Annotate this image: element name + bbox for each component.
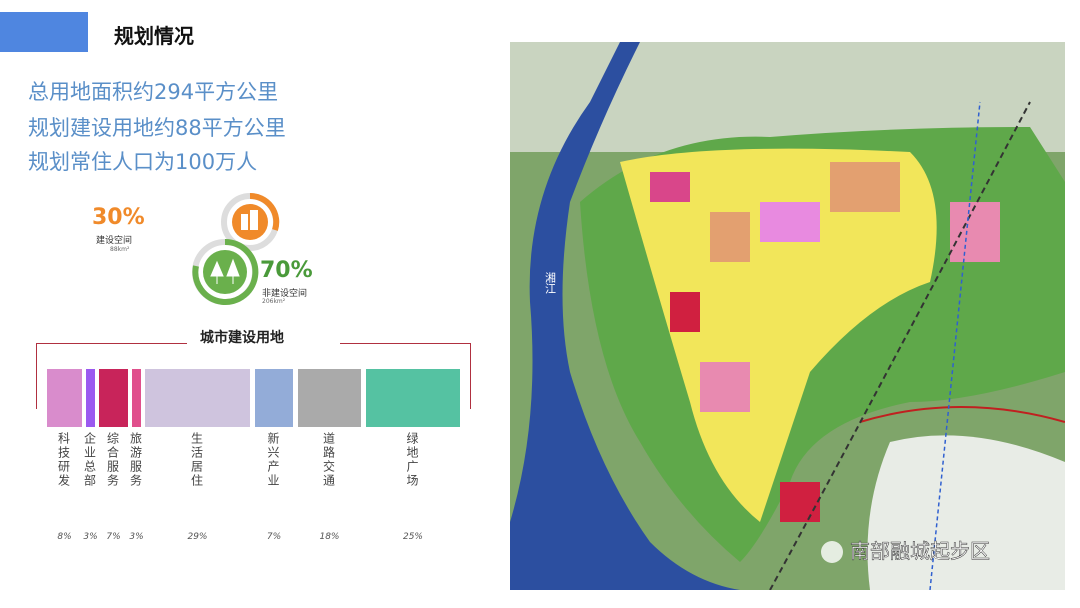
block bbox=[780, 482, 820, 522]
header-title: 规划情况 bbox=[114, 24, 194, 48]
segment-label: 科技研发 bbox=[56, 432, 71, 488]
river bbox=[510, 42, 740, 590]
segment-percent: 8% bbox=[57, 532, 72, 542]
road bbox=[859, 406, 1065, 423]
segment-label: 生活居住 bbox=[189, 432, 204, 488]
railway bbox=[929, 101, 981, 590]
icon-bg bbox=[203, 250, 247, 294]
block bbox=[670, 292, 700, 332]
segment-label: 道路交通 bbox=[321, 432, 336, 488]
spacer bbox=[186, 343, 340, 345]
logo bbox=[821, 541, 843, 563]
block bbox=[710, 212, 750, 262]
segment-percent: 25% bbox=[402, 532, 423, 542]
bar-segment bbox=[47, 369, 82, 427]
stat: 总用地面积约294平方公里 bbox=[28, 80, 279, 104]
segment-label: 旅游服务 bbox=[128, 432, 143, 488]
icon bbox=[210, 258, 240, 284]
river-label: 湘江 bbox=[544, 271, 557, 294]
header-box bbox=[0, 12, 88, 52]
segment-percent: 3% bbox=[129, 532, 144, 542]
block bbox=[950, 202, 1000, 262]
bar-segment bbox=[132, 369, 141, 427]
space-graphic bbox=[192, 192, 280, 305]
watermark: 南部融城起步区 bbox=[850, 539, 990, 563]
block bbox=[760, 202, 820, 242]
space-label: 非建设空间 bbox=[262, 289, 308, 299]
segment-label: 综合服务 bbox=[105, 432, 120, 488]
space-area: 206km² bbox=[262, 298, 286, 305]
bar-segment bbox=[366, 369, 460, 427]
segment-label: 新兴产业 bbox=[266, 432, 280, 488]
block bbox=[700, 362, 750, 412]
blocks bbox=[650, 162, 1000, 522]
stat: 规划常住人口为100万人 bbox=[28, 150, 258, 174]
stat: 规划建设用地约88平方公里 bbox=[28, 116, 286, 140]
segment-percent: 7% bbox=[106, 532, 121, 542]
icon bbox=[250, 210, 258, 230]
percent: 70% bbox=[260, 258, 313, 283]
bracket bbox=[340, 343, 471, 409]
block bbox=[830, 162, 900, 212]
bar-segment bbox=[145, 369, 250, 427]
space-label: 建设空间 bbox=[96, 236, 133, 246]
segment-percent: 3% bbox=[83, 532, 98, 542]
icon bbox=[241, 214, 248, 230]
ring-arc bbox=[249, 192, 280, 231]
segment-label: 绿地广场 bbox=[405, 432, 419, 488]
segment-percent: 7% bbox=[266, 532, 282, 542]
map-terrain bbox=[867, 435, 1065, 590]
built-area bbox=[620, 148, 937, 522]
land-use-title: 城市建设用地 bbox=[200, 330, 284, 346]
railway bbox=[769, 101, 1031, 590]
segment-label: 企业总部 bbox=[82, 432, 97, 488]
bar-segment bbox=[255, 369, 293, 427]
ring-arc bbox=[192, 238, 259, 305]
bar-segment bbox=[99, 369, 128, 427]
bracket bbox=[36, 343, 187, 409]
space-area: 88km² bbox=[110, 246, 130, 253]
bar-segment bbox=[298, 369, 361, 427]
segment-percent: 18% bbox=[319, 532, 340, 542]
bar-segment bbox=[86, 369, 95, 427]
map: 湘江 南部融城起步区 bbox=[510, 42, 1065, 590]
segment-percent: 29% bbox=[187, 532, 208, 542]
block bbox=[650, 172, 690, 202]
percent: 30% bbox=[92, 205, 145, 230]
